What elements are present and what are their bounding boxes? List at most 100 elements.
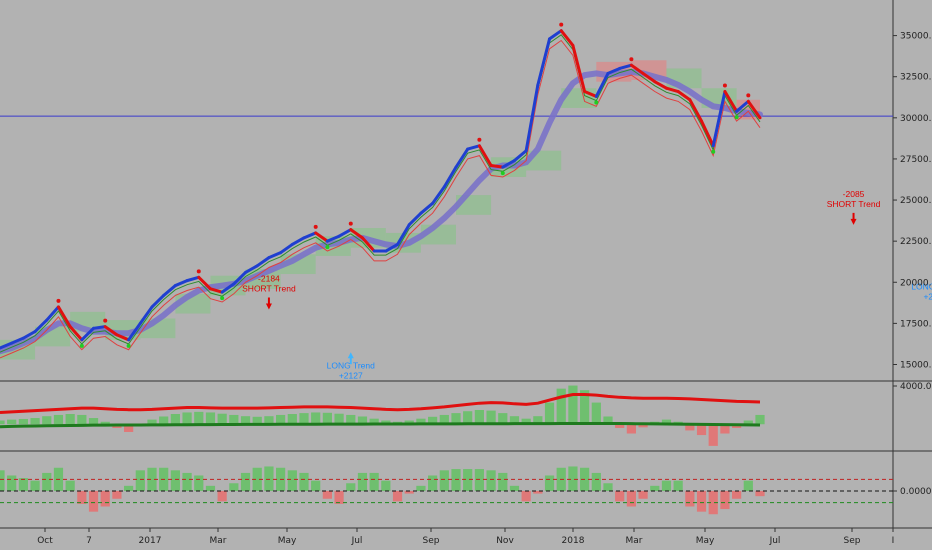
price-segment xyxy=(641,71,657,84)
histogram-bar xyxy=(299,413,309,425)
oscillator-bar xyxy=(708,491,718,515)
price-segment xyxy=(267,251,283,260)
oscillator-bar xyxy=(65,480,75,491)
price-segment xyxy=(524,83,540,153)
oscillator-bar xyxy=(544,475,555,491)
annotation-line: SHORT Trend xyxy=(827,199,881,209)
x-tick-label: Mar xyxy=(626,536,643,546)
histogram-bar xyxy=(474,410,484,425)
trough-marker xyxy=(500,171,505,176)
price-segment xyxy=(290,236,306,246)
price-segment xyxy=(150,293,166,309)
histogram-bar xyxy=(287,414,297,425)
histogram-bar xyxy=(42,416,52,425)
histogram-bar xyxy=(509,416,520,425)
baseline-series xyxy=(0,68,763,355)
oscillator-bar xyxy=(170,470,180,491)
histogram-bar xyxy=(486,410,496,425)
histogram-bar xyxy=(404,420,414,425)
oscillator-bar xyxy=(0,470,5,491)
histogram-bar xyxy=(568,385,578,425)
histogram-bar xyxy=(381,420,391,425)
oscillator-bar xyxy=(568,466,578,491)
histogram-bar xyxy=(743,420,753,425)
annotation-line: LONG Trend xyxy=(327,360,375,370)
oscillator-bar xyxy=(755,491,765,497)
x-tick-label: Nov xyxy=(496,536,514,546)
histogram-bar xyxy=(556,388,566,425)
histogram-bar xyxy=(264,416,274,425)
price-segment xyxy=(594,71,610,98)
peak-marker xyxy=(722,83,727,88)
histogram-bar xyxy=(451,413,461,425)
oscillator-bar xyxy=(311,480,321,491)
peak-marker xyxy=(103,318,108,323)
trough-marker xyxy=(79,343,84,348)
price-segment xyxy=(232,270,248,286)
price-segment xyxy=(571,43,587,94)
oscillator-bar xyxy=(112,491,122,499)
oscillator-bar xyxy=(463,469,473,491)
price-segment xyxy=(0,341,14,350)
oscillator-bar xyxy=(77,491,87,504)
oscillator-bar xyxy=(147,467,157,491)
oscillator-bar xyxy=(521,491,531,502)
x-tick-label: May xyxy=(278,536,297,546)
histogram-bar xyxy=(346,414,356,425)
price-segment xyxy=(127,321,142,342)
oscillator-bar xyxy=(743,480,753,491)
histogram-bar xyxy=(685,424,695,431)
oscillator-bar xyxy=(696,491,707,512)
histogram-bar xyxy=(147,419,157,425)
trough-marker xyxy=(711,149,716,154)
x-tick-label: Oct xyxy=(37,536,53,546)
price-segment xyxy=(688,98,704,123)
price-segment xyxy=(548,29,563,41)
price-segment xyxy=(664,86,680,94)
oscillator-bar xyxy=(392,491,403,502)
oscillator-bar xyxy=(720,491,730,510)
histogram-bar xyxy=(159,416,169,425)
price-segment xyxy=(220,282,236,294)
price-segment xyxy=(384,242,400,253)
histogram-bar xyxy=(416,418,426,425)
oscillator-bar xyxy=(486,470,496,491)
oscillator-bar xyxy=(603,483,613,491)
short-trend-label: -2085 SHORT Trend xyxy=(827,189,881,209)
price-segment xyxy=(302,231,318,240)
price-segment xyxy=(618,63,633,70)
histogram-bar xyxy=(100,421,110,425)
short-arrow xyxy=(850,212,857,225)
oscillator-bar xyxy=(287,470,297,491)
price-segment xyxy=(21,330,37,340)
annotation-line: LONG Trend xyxy=(911,281,932,291)
histogram-bar xyxy=(638,424,648,428)
price-segment xyxy=(360,236,376,253)
oscillator-bar xyxy=(299,472,309,491)
y-tick-label: 25000.00 xyxy=(900,196,932,206)
histogram-bar xyxy=(661,419,672,425)
price-segment xyxy=(92,325,107,330)
y-tick-label: 17500.00 xyxy=(900,319,932,329)
price-segment xyxy=(337,228,353,238)
oscillator-bar xyxy=(509,485,520,491)
histogram-bar xyxy=(53,414,64,425)
y-tick-label: 0.0000 xyxy=(900,487,932,497)
long-arrow xyxy=(347,352,354,365)
price-segment xyxy=(711,90,727,148)
x-tick-label: Jul xyxy=(769,536,781,546)
oscillator-bar xyxy=(381,480,391,491)
peak-marker xyxy=(629,57,634,62)
histogram-bar xyxy=(369,418,379,425)
peak-marker xyxy=(313,224,318,229)
price-segment xyxy=(735,99,750,113)
histogram-bar xyxy=(708,424,718,446)
oscillator-bar xyxy=(439,470,449,491)
price-segment xyxy=(501,159,516,169)
y-tick-label: 27500.00 xyxy=(900,155,932,165)
histogram-bar xyxy=(603,416,613,425)
histogram-bar xyxy=(30,418,40,425)
oscillator-bar xyxy=(685,491,695,507)
